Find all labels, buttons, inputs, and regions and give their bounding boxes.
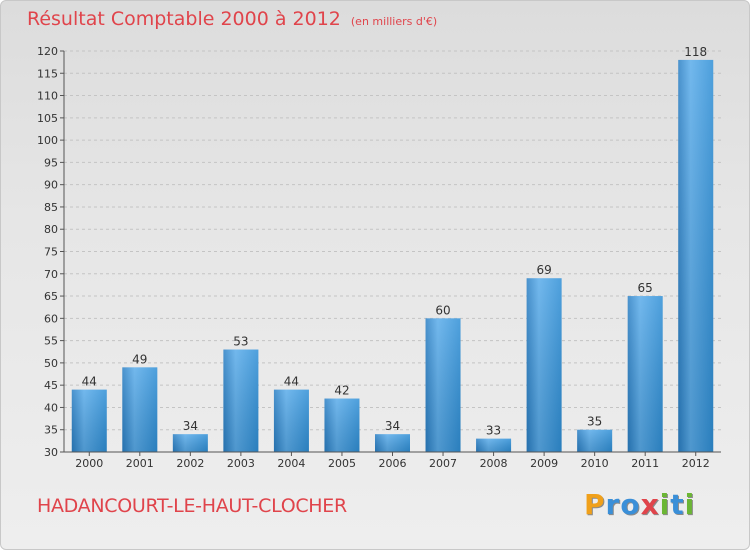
bar-shade-2004 bbox=[273, 389, 309, 452]
x-tick-label: 2010 bbox=[581, 457, 609, 470]
chart-title-text: Résultat Comptable 2000 à 2012 bbox=[27, 8, 341, 30]
x-tick-label: 2012 bbox=[682, 457, 710, 470]
x-tick-label: 2005 bbox=[328, 457, 356, 470]
data-label: 34 bbox=[385, 419, 400, 433]
x-tick-label: 2007 bbox=[429, 457, 457, 470]
y-tick-label: 120 bbox=[37, 45, 58, 58]
y-tick-label: 70 bbox=[44, 268, 58, 281]
bar-shade-2009 bbox=[526, 278, 562, 452]
proxiti-logo: Proxiti bbox=[584, 488, 695, 521]
bars: 44 49 34 53 44 42 34 60 33 69 35 65 118 bbox=[71, 45, 714, 453]
x-tick-label: 2002 bbox=[176, 457, 204, 470]
bar-shade-2002 bbox=[172, 434, 208, 452]
y-axis: 30 35 40 45 50 55 60 65 70 75 80 85 90 95 100 105 110 115… bbox=[37, 45, 65, 459]
data-label: 118 bbox=[684, 45, 707, 59]
y-tick-label: 50 bbox=[44, 357, 58, 370]
bar-shade-2003 bbox=[223, 349, 259, 452]
data-label: 33 bbox=[486, 424, 501, 438]
x-tick-label: 2009 bbox=[530, 457, 558, 470]
bar-shade-2006 bbox=[375, 434, 410, 452]
data-label: 65 bbox=[638, 281, 653, 295]
data-label: 42 bbox=[334, 384, 349, 398]
y-tick-label: 40 bbox=[44, 401, 58, 414]
y-tick-label: 100 bbox=[37, 134, 58, 147]
x-tick-label: 2000 bbox=[75, 457, 103, 470]
chart-subtitle: (en milliers d'€) bbox=[350, 15, 438, 28]
bar-shade-2001 bbox=[122, 367, 158, 452]
commune-name: HADANCOURT-LE-HAUT-CLOCHER bbox=[37, 495, 347, 517]
y-tick-label: 75 bbox=[44, 246, 58, 259]
y-tick-label: 85 bbox=[44, 201, 58, 214]
logo-letter: t bbox=[670, 488, 685, 521]
y-tick-label: 90 bbox=[44, 179, 58, 192]
x-tick-label: 2011 bbox=[631, 457, 659, 470]
y-tick-label: 60 bbox=[44, 312, 58, 325]
logo-letter: i bbox=[659, 488, 671, 521]
chart-title: Résultat Comptable 2000 à 2012 (en millie… bbox=[27, 8, 437, 30]
bar-shade-2010 bbox=[577, 429, 613, 452]
y-tick-label: 35 bbox=[44, 424, 58, 437]
data-label: 44 bbox=[82, 375, 97, 389]
x-tick-label: 2006 bbox=[379, 457, 407, 470]
logo-letter: x bbox=[640, 488, 660, 521]
data-label: 34 bbox=[183, 419, 198, 433]
data-label: 35 bbox=[587, 415, 602, 429]
logo-letter: i bbox=[684, 488, 696, 521]
gridlines bbox=[64, 50, 721, 453]
data-label: 69 bbox=[536, 263, 551, 277]
data-label: 49 bbox=[132, 352, 147, 366]
data-label: 60 bbox=[435, 303, 450, 317]
bar-shade-2012 bbox=[678, 59, 714, 453]
bar-shade-2008 bbox=[476, 438, 512, 452]
x-tick-label: 2001 bbox=[126, 457, 154, 470]
y-tick-label: 80 bbox=[44, 223, 58, 236]
y-tick-label: 45 bbox=[44, 379, 58, 392]
x-tick-label: 2008 bbox=[480, 457, 508, 470]
y-tick-label: 110 bbox=[37, 90, 58, 103]
bar-shade-2005 bbox=[324, 398, 360, 452]
y-tick-label: 115 bbox=[37, 67, 58, 80]
x-tick-label: 2003 bbox=[227, 457, 255, 470]
logo-letter: P bbox=[584, 488, 606, 521]
x-tick-label: 2004 bbox=[277, 457, 305, 470]
y-tick-label: 65 bbox=[44, 290, 58, 303]
bar-shade-2007 bbox=[425, 318, 461, 452]
y-tick-label: 105 bbox=[37, 112, 58, 125]
logo-letter: r bbox=[605, 488, 621, 521]
data-label: 53 bbox=[233, 335, 248, 349]
data-label: 44 bbox=[284, 375, 299, 389]
bar-shade-2011 bbox=[627, 296, 663, 452]
y-tick-label: 55 bbox=[44, 335, 58, 348]
y-tick-label: 30 bbox=[44, 446, 58, 459]
bar-shade-2000 bbox=[71, 389, 107, 452]
x-axis: 2000 2001 2002 2003 2004 2005 2006 2007 2008 2009… bbox=[64, 451, 721, 470]
y-tick-label: 95 bbox=[44, 156, 58, 169]
logo-letter: o bbox=[620, 488, 641, 521]
